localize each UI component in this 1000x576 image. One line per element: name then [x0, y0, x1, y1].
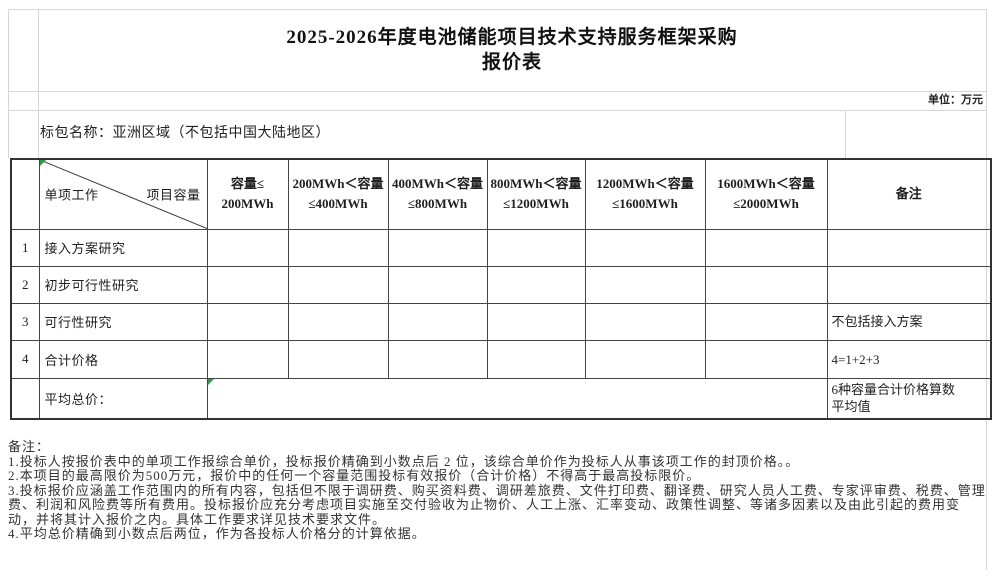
header-capacity-4: 1200MWh＜容量 ≤1600MWh — [584, 158, 706, 230]
price-cell[interactable] — [486, 339, 586, 379]
note-item-1: 1.投标人按报价表中的单项工作报综合单价，投标报价精确到小数点后 2 位，该综合… — [8, 453, 800, 469]
remark-cell[interactable]: 不包括接入方案 — [826, 302, 992, 341]
remark-cell[interactable] — [826, 228, 992, 267]
header-capacity-5: 1600MWh＜容量 ≤2000MWh — [704, 158, 828, 230]
average-value-cell[interactable] — [206, 377, 828, 420]
price-cell[interactable] — [287, 265, 389, 304]
work-item-cell: 接入方案研究 — [38, 228, 208, 267]
cell-flag-icon — [40, 160, 46, 166]
corner-label-work: 单项工作 — [44, 187, 99, 203]
gridline — [845, 110, 846, 158]
gridline — [38, 9, 39, 158]
price-cell[interactable] — [584, 302, 706, 341]
header-capacity-1: 200MWh＜容量 ≤400MWh — [287, 158, 389, 230]
page-title: 2025-2026年度电池储能项目技术支持服务框架采购 报价表 — [39, 10, 985, 90]
title-line1: 2025-2026年度电池储能项目技术支持服务框架采购 — [286, 27, 738, 48]
gridline — [8, 9, 986, 10]
row-number-cell: 2 — [10, 265, 40, 304]
row-number-cell: 3 — [10, 302, 40, 341]
price-cell[interactable] — [486, 228, 586, 267]
price-cell[interactable] — [584, 265, 706, 304]
quote-table: 单项工作 项目容量 容量≤ 200MWh 200MWh＜容量 ≤400MWh 4… — [10, 158, 992, 420]
remark-cell[interactable]: 6种容量合计价格算数平均值 — [826, 377, 992, 420]
price-cell[interactable] — [387, 265, 488, 304]
average-row: 平均总价： 6种容量合计价格算数平均值 — [10, 377, 992, 420]
header-diagonal-cell: 单项工作 项目容量 — [38, 158, 208, 230]
price-cell[interactable] — [206, 339, 289, 379]
notes-title: 备注： — [8, 439, 51, 454]
header-capacity-3: 800MWh＜容量 ≤1200MWh — [486, 158, 586, 230]
price-cell[interactable] — [287, 228, 389, 267]
work-item-cell: 合计价格 — [38, 339, 208, 379]
remark-cell[interactable]: 4=1+2+3 — [826, 339, 992, 379]
price-cell[interactable] — [387, 302, 488, 341]
table-row: 3 可行性研究 不包括接入方案 — [10, 302, 992, 341]
price-cell[interactable] — [486, 302, 586, 341]
price-cell[interactable] — [206, 265, 289, 304]
row-number-cell: 4 — [10, 339, 40, 379]
table-row: 4 合计价格 4=1+2+3 — [10, 339, 992, 379]
table-row: 1 接入方案研究 — [10, 228, 992, 267]
price-cell[interactable] — [387, 228, 488, 267]
cell-flag-icon — [208, 379, 214, 385]
price-cell[interactable] — [704, 265, 828, 304]
price-cell[interactable] — [287, 339, 389, 379]
price-cell[interactable] — [387, 339, 488, 379]
header-capacity-2: 400MWh＜容量 ≤800MWh — [387, 158, 488, 230]
price-cell[interactable] — [584, 339, 706, 379]
work-item-cell: 可行性研究 — [38, 302, 208, 341]
row-number-cell: 1 — [10, 228, 40, 267]
header-capacity-0: 容量≤ 200MWh — [206, 158, 289, 230]
header-remark: 备注 — [826, 158, 992, 230]
price-cell[interactable] — [704, 228, 828, 267]
package-name-label: 标包名称：亚洲区域（不包括中国大陆地区） — [40, 126, 330, 141]
notes-section: 备注： 1.投标人按报价表中的单项工作报综合单价，投标报价精确到小数点后 2 位… — [8, 439, 986, 542]
price-cell[interactable] — [584, 228, 706, 267]
price-cell[interactable] — [486, 265, 586, 304]
gridline — [8, 110, 986, 111]
price-cell[interactable] — [287, 302, 389, 341]
unit-label: 单位：万元 — [928, 94, 983, 106]
average-label-cell: 平均总价： — [38, 377, 208, 420]
row-number-cell — [10, 377, 40, 420]
diagonal-line — [40, 160, 207, 229]
work-item-cell: 初步可行性研究 — [38, 265, 208, 304]
table-header-row: 单项工作 项目容量 容量≤ 200MWh 200MWh＜容量 ≤400MWh 4… — [10, 158, 992, 230]
header-corner-empty-cell — [10, 158, 40, 230]
price-cell[interactable] — [704, 302, 828, 341]
price-cell[interactable] — [704, 339, 828, 379]
note-item-2: 2.本项目的最高限价为500万元，报价中的任何一个容量范围投标有效报价（合计价格… — [8, 468, 701, 483]
remark-cell[interactable] — [826, 265, 992, 304]
note-item-3: 3.投标报价应涵盖工作范围内的所有内容，包括但不限于调研费、购买资料费、调研差旅… — [8, 482, 986, 527]
gridline — [8, 9, 9, 158]
gridline — [8, 91, 986, 92]
price-cell[interactable] — [206, 302, 289, 341]
title-line2: 报价表 — [481, 52, 542, 73]
price-cell[interactable] — [206, 228, 289, 267]
note-item-4: 4.平均总价精确到小数点后两位，作为各投标人价格分的计算依据。 — [8, 526, 426, 541]
table-row: 2 初步可行性研究 — [10, 265, 992, 304]
corner-label-capacity: 项目容量 — [146, 187, 201, 203]
